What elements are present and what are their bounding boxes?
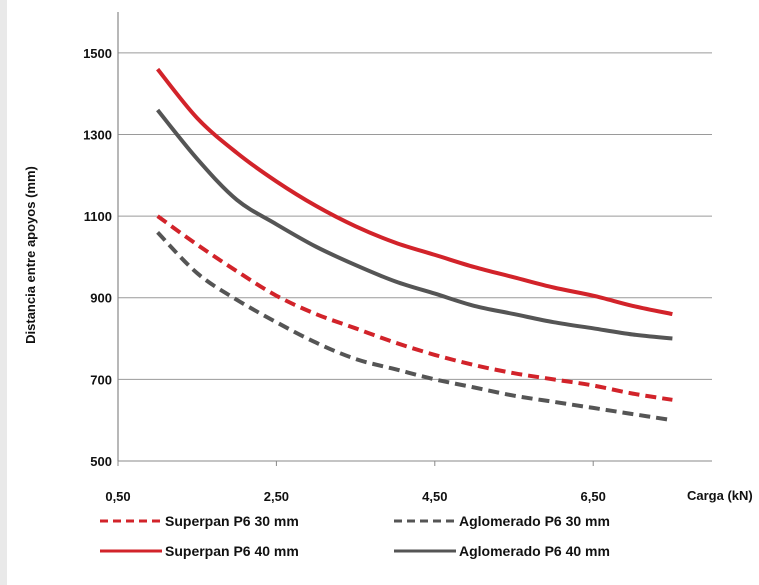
x-tick-label: 6,50 <box>581 489 606 504</box>
y-axis-title: Distancia entre apoyos (mm) <box>23 166 38 344</box>
series-line-4 <box>156 108 673 341</box>
grid-lines <box>118 52 712 462</box>
legend: Superpan P6 30 mm Aglomerado P6 30 mm Supe… <box>100 513 610 559</box>
y-tick-label: 900 <box>90 291 112 306</box>
y-tick-label: 500 <box>90 454 112 469</box>
legend-item: Superpan P6 40 mm <box>100 543 299 559</box>
x-axis-title: Carga (kN) <box>687 488 753 503</box>
y-tick-label: 1100 <box>84 209 112 224</box>
y-tick-label: 1500 <box>83 46 112 61</box>
legend-label: Superpan P6 30 mm <box>165 513 299 529</box>
x-tick-label: 2,50 <box>264 489 289 504</box>
y-tick-label: 1300 <box>83 127 112 142</box>
x-tick-label: 4,50 <box>422 489 447 504</box>
legend-label: Superpan P6 40 mm <box>165 543 299 559</box>
x-tick-label: 0,50 <box>105 489 130 504</box>
chart-panel <box>7 0 759 585</box>
series-line-2 <box>156 231 673 423</box>
legend-item: Aglomerado P6 40 mm <box>394 543 610 559</box>
legend-item: Superpan P6 30 mm <box>100 513 299 529</box>
x-tick-labels: 0,50 2,50 4,50 6,50 <box>105 461 606 504</box>
legend-label: Aglomerado P6 30 mm <box>459 513 610 529</box>
legend-label: Aglomerado P6 40 mm <box>459 543 610 559</box>
y-tick-label: 700 <box>90 372 112 387</box>
series-line-1 <box>156 214 673 402</box>
series-lines <box>156 67 673 423</box>
y-tick-labels: 500 700 900 1100 1300 1500 <box>83 46 112 469</box>
legend-item: Aglomerado P6 30 mm <box>394 513 610 529</box>
series-line-3 <box>156 67 673 317</box>
